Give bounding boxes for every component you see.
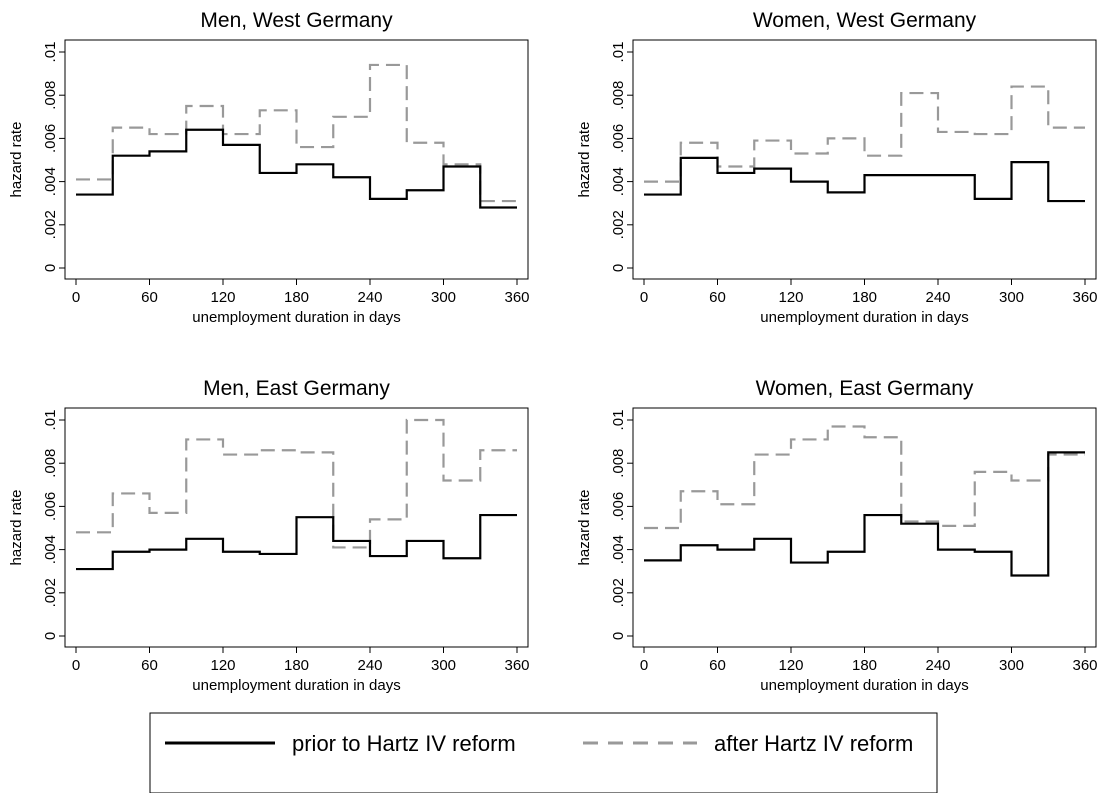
- x-tick-label: 120: [778, 657, 803, 674]
- y-tick-label: .004: [610, 167, 627, 196]
- y-tick-label: .008: [610, 81, 627, 110]
- y-tick-label: 0: [42, 632, 59, 640]
- y-tick-label: .006: [42, 492, 59, 521]
- y-tick-label: .002: [42, 210, 59, 239]
- x-tick-label: 240: [357, 289, 382, 306]
- legend-box: [149, 712, 938, 793]
- y-tick-label: .01: [610, 410, 627, 431]
- x-tick-label: 300: [431, 657, 456, 674]
- y-tick-label: .002: [610, 210, 627, 239]
- y-tick-label: .008: [42, 81, 59, 110]
- x-axis-label: unemployment duration in days: [760, 677, 968, 694]
- series-line-prior: [644, 156, 1085, 203]
- series-line-after: [76, 418, 517, 549]
- x-tick-label: 180: [284, 657, 309, 674]
- y-tick-label: .006: [610, 492, 627, 521]
- x-axis-label: unemployment duration in days: [192, 309, 400, 326]
- x-tick-label: 0: [72, 289, 80, 306]
- y-axis-label: hazard rate: [576, 122, 593, 198]
- y-tick-label: .002: [610, 578, 627, 607]
- y-tick-label: .006: [610, 124, 627, 153]
- x-axis-label: unemployment duration in days: [192, 677, 400, 694]
- series-line-prior: [76, 128, 517, 209]
- x-tick-label: 240: [925, 289, 950, 306]
- x-axis-label: unemployment duration in days: [760, 309, 968, 326]
- x-tick-label: 60: [141, 289, 158, 306]
- y-tick-label: .004: [42, 167, 59, 196]
- y-tick-label: .006: [42, 124, 59, 153]
- y-axis-label: hazard rate: [576, 490, 593, 566]
- y-tick-label: .01: [610, 42, 627, 63]
- x-tick-label: 120: [210, 289, 235, 306]
- x-tick-label: 180: [284, 289, 309, 306]
- y-tick-label: .002: [42, 578, 59, 607]
- y-tick-label: 0: [610, 632, 627, 640]
- x-tick-label: 180: [852, 657, 877, 674]
- chart-panel-3: Men, East Germany 0 60 120 180 240 300 360 unemp…: [8, 377, 530, 694]
- chart-title: Men, West Germany: [200, 9, 393, 32]
- x-tick-label: 360: [1072, 289, 1097, 306]
- legend: prior to Hartz IV reform after Hartz IV …: [149, 712, 938, 793]
- x-tick-label: 120: [210, 657, 235, 674]
- y-axis-label: hazard rate: [8, 490, 25, 566]
- series-line-prior: [76, 513, 517, 571]
- x-tick-label: 60: [709, 657, 726, 674]
- y-tick-label: .004: [610, 535, 627, 564]
- x-tick-label: 240: [925, 657, 950, 674]
- y-tick-label: .01: [42, 42, 59, 63]
- x-tick-label: 360: [504, 657, 529, 674]
- x-tick-label: 120: [778, 289, 803, 306]
- x-tick-label: 0: [640, 657, 648, 674]
- x-tick-label: 300: [999, 289, 1024, 306]
- chart-title: Women, East Germany: [756, 377, 974, 400]
- series-line-prior: [644, 451, 1085, 577]
- x-tick-label: 300: [999, 657, 1024, 674]
- chart-panels: Men, West Germany 0 60 120 180 240 300 360 unemp…: [8, 9, 1098, 694]
- y-axis-label: hazard rate: [8, 122, 25, 198]
- x-tick-label: 240: [357, 657, 382, 674]
- x-tick-label: 60: [709, 289, 726, 306]
- x-tick-label: 0: [640, 289, 648, 306]
- x-tick-label: 180: [852, 289, 877, 306]
- x-tick-label: 360: [1072, 657, 1097, 674]
- y-tick-label: .004: [42, 535, 59, 564]
- y-tick-label: .008: [42, 449, 59, 478]
- chart-title: Men, East Germany: [203, 377, 390, 400]
- chart-title: Women, West Germany: [753, 9, 977, 32]
- y-tick-label: .01: [42, 410, 59, 431]
- y-tick-label: 0: [42, 264, 59, 272]
- series-line-after: [76, 63, 517, 203]
- chart-panel-1: Men, West Germany 0 60 120 180 240 300 360 unemp…: [8, 9, 530, 326]
- legend-label-prior: prior to Hartz IV reform: [292, 731, 516, 756]
- y-tick-label: .008: [610, 449, 627, 478]
- x-tick-label: 360: [504, 289, 529, 306]
- chart-panel-2: Women, West Germany 0 60 120 180 240 300 360 une…: [576, 9, 1098, 326]
- x-tick-label: 300: [431, 289, 456, 306]
- x-tick-label: 60: [141, 657, 158, 674]
- x-tick-label: 0: [72, 657, 80, 674]
- chart-panel-4: Women, East Germany 0 60 120 180 240 300 360 une…: [576, 377, 1098, 694]
- y-tick-label: 0: [610, 264, 627, 272]
- legend-label-after: after Hartz IV reform: [714, 731, 913, 756]
